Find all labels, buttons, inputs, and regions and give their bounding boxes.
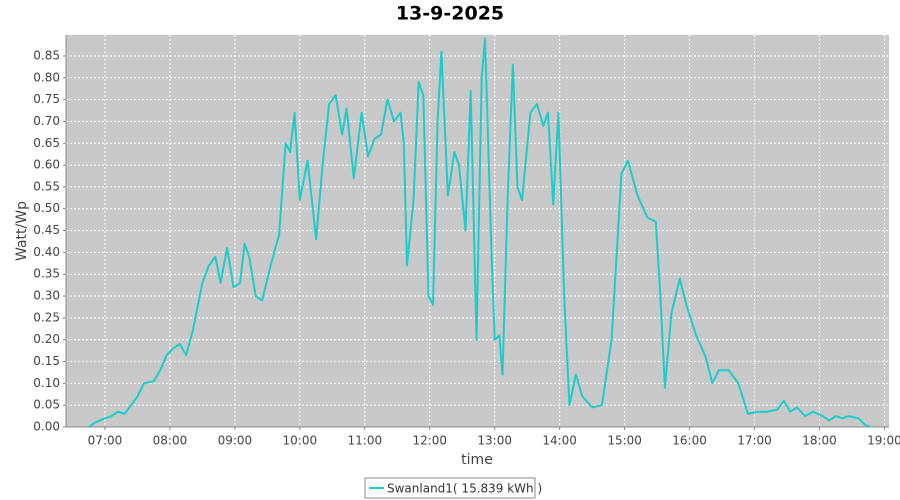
x-tick-label: 14:00 [542,434,577,448]
x-tick-label: 11:00 [348,434,383,448]
x-tick-label: 10:00 [283,434,318,448]
y-tick-label: 0.25 [33,310,60,324]
y-tick-label: 0.15 [33,354,60,368]
x-tick-label: 19:00 [867,434,900,448]
legend-label: Swanland1( 15.839 kWh ) [387,482,542,496]
y-tick-label: 0.75 [33,92,60,106]
x-tick-label: 13:00 [477,434,512,448]
x-tick-label: 09:00 [218,434,253,448]
y-tick-label: 0.35 [33,267,60,281]
y-tick-label: 0.00 [33,420,60,434]
y-tick-label: 0.10 [33,376,60,390]
x-tick-label: 15:00 [607,434,642,448]
y-tick-label: 0.30 [33,289,60,303]
x-tick-label: 16:00 [672,434,707,448]
plot-area [66,35,889,427]
y-tick-label: 0.20 [33,332,60,346]
y-tick-label: 0.50 [33,201,60,215]
x-tick-label: 17:00 [737,434,772,448]
x-tick-label: 08:00 [153,434,188,448]
x-tick-label: 12:00 [412,434,447,448]
y-tick-label: 0.40 [33,245,60,259]
y-tick-label: 0.65 [33,136,60,150]
x-tick-label: 18:00 [802,434,837,448]
x-tick-label: 07:00 [88,434,123,448]
y-tick-label: 0.05 [33,398,60,412]
y-tick-label: 0.45 [33,223,60,237]
y-tick-label: 0.60 [33,158,60,172]
y-tick-label: 0.85 [33,48,60,62]
x-axis-label: time [461,452,493,468]
y-axis-label: Watt/Wp [14,201,30,261]
legend [364,477,536,499]
data-line [88,37,871,428]
chart-title: 13-9-2025 [396,3,504,25]
y-tick-label: 0.70 [33,114,60,128]
y-tick-label: 0.55 [33,179,60,193]
y-tick-label: 0.80 [33,70,60,84]
